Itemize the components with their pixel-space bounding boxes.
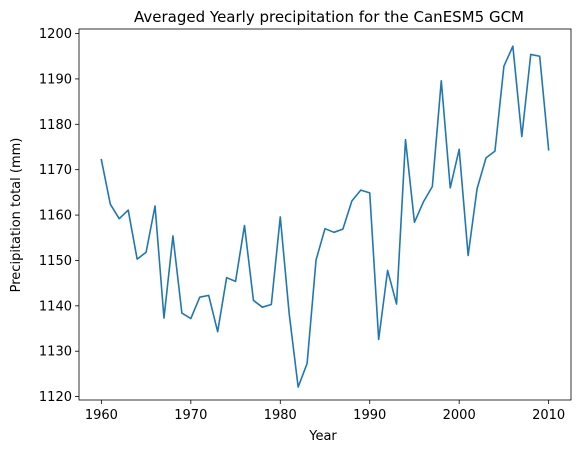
plot-area xyxy=(100,45,550,388)
plot-frame xyxy=(78,28,572,401)
x-tick-label: 1970 xyxy=(174,408,207,423)
y-tick-label: 1160 xyxy=(39,209,72,224)
y-tick-label: 1140 xyxy=(39,299,72,314)
x-tick-label: 1980 xyxy=(264,408,297,423)
y-tick-label: 1150 xyxy=(39,254,72,269)
y-tick-label: 1190 xyxy=(39,72,72,87)
y-tick-label: 1180 xyxy=(39,118,72,133)
y-axis-ticks: 1120 1130 1140 1150 1160 1170 1180 1190 1200 xyxy=(39,27,79,405)
x-tick-label: 2010 xyxy=(532,408,565,423)
x-tick-label: 2000 xyxy=(443,408,476,423)
y-axis-label: Precipitation total (mm) xyxy=(9,138,24,293)
x-tick-label: 1990 xyxy=(353,408,386,423)
x-axis-label: Year xyxy=(308,429,337,444)
x-tick-label: 1960 xyxy=(85,408,118,423)
y-tick-label: 1130 xyxy=(39,345,72,360)
chart-title: Averaged Yearly precipitation for the Ca… xyxy=(134,8,524,26)
y-tick-label: 1200 xyxy=(39,27,72,42)
x-axis-ticks: 1960 1970 1980 1990 2000 2010 xyxy=(85,400,565,423)
precipitation-series-line xyxy=(100,45,550,388)
y-tick-label: 1120 xyxy=(39,390,72,405)
y-tick-label: 1170 xyxy=(39,163,72,178)
